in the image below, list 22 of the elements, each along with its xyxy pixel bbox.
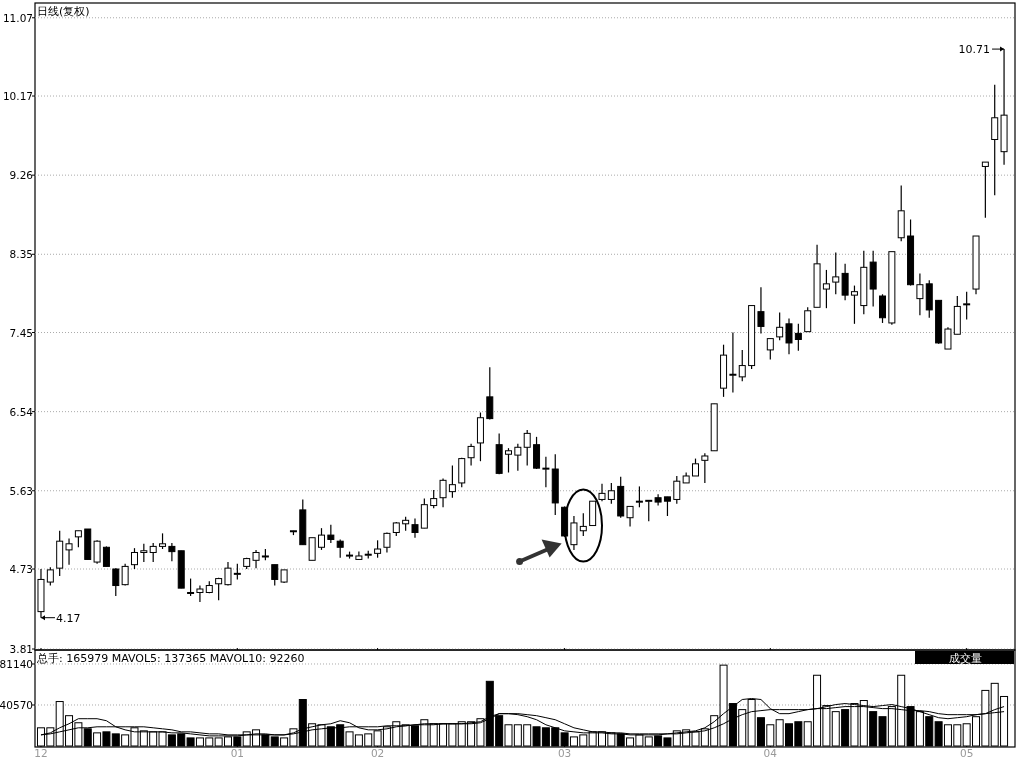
x-tick-label: 02 (370, 747, 385, 759)
y-tick-label: 10.17 (2, 90, 33, 103)
y-tick-label: 40570 (0, 699, 33, 711)
y-tick-label: 3.81 (9, 643, 33, 655)
x-tick-label: 05 (959, 747, 974, 759)
y-tick-label: 81140 (0, 658, 33, 670)
x-tick-label: 12 (34, 747, 48, 759)
x-tick-label: 01 (230, 747, 245, 759)
y-tick-label: 11.07 (2, 11, 33, 24)
annotation: 10.71 (958, 43, 991, 57)
chart-title: 日线(复权) (37, 5, 90, 18)
x-tick-label: 03 (557, 747, 572, 759)
x-tick-label: 04 (763, 747, 778, 759)
y-tick-label: 5.63 (9, 484, 33, 497)
y-tick-label: 4.73 (9, 563, 33, 576)
chart-subtitle: 成交量 (948, 652, 982, 665)
annotation: 4.17 (55, 611, 81, 625)
y-tick-label: 7.45 (9, 326, 33, 339)
y-tick-label: 9.26 (9, 169, 34, 182)
y-tick-label: 8.35 (9, 248, 33, 261)
y-tick-label: 6.54 (9, 405, 34, 418)
chart-title: 总手: 165979 MAVOL5: 137365 MAVOL10: 92260 (36, 652, 305, 665)
